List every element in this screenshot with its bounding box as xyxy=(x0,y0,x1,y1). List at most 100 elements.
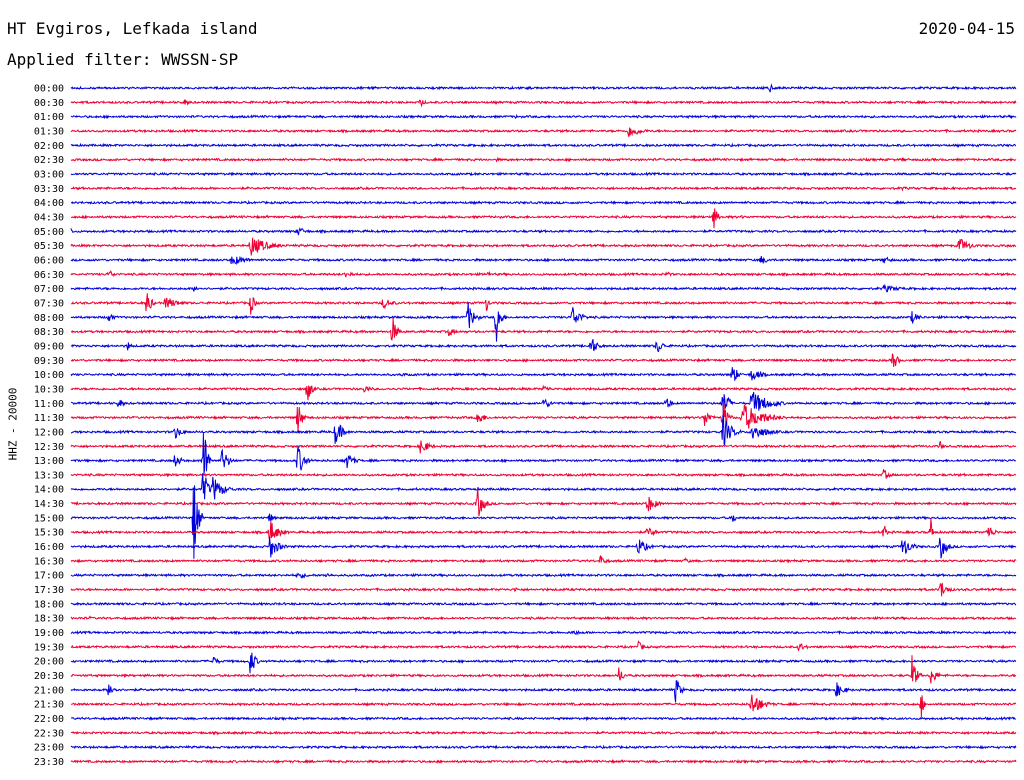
trace-0000 xyxy=(70,83,1017,93)
trace-0130 xyxy=(70,127,1017,137)
trace-1330 xyxy=(70,469,1017,479)
trace-1230 xyxy=(70,440,1017,454)
trace-0100 xyxy=(70,113,1017,120)
row-time-label: 15:00 xyxy=(34,513,64,524)
trace-2300 xyxy=(70,744,1017,750)
row-time-label: 14:00 xyxy=(34,485,64,496)
row-time-label: 07:30 xyxy=(34,298,64,309)
trace-1630 xyxy=(70,555,1017,564)
row-time-label: 22:30 xyxy=(34,728,64,739)
row-time-label: 00:00 xyxy=(34,84,64,95)
trace-0200 xyxy=(70,142,1017,148)
trace-0300 xyxy=(70,171,1017,177)
trace-0400 xyxy=(70,199,1017,206)
trace-0630 xyxy=(70,270,1017,278)
row-time-label: 20:30 xyxy=(34,671,64,682)
trace-1800 xyxy=(70,601,1017,607)
row-time-label: 23:00 xyxy=(34,743,64,754)
row-time-label: 15:30 xyxy=(34,528,64,539)
trace-1930 xyxy=(70,640,1017,651)
trace-1530 xyxy=(70,518,1017,541)
trace-0900 xyxy=(70,339,1017,353)
trace-2030 xyxy=(70,655,1017,684)
row-time-label: 23:30 xyxy=(34,757,64,768)
tick-label-group: 00:00 00:30 01:00 01:30 02:00 02:30 03:00 03:30… xyxy=(34,84,64,769)
row-time-label: 02:00 xyxy=(34,141,64,152)
trace-1000 xyxy=(70,367,1017,381)
row-time-label: 08:30 xyxy=(34,327,64,338)
trace-0600 xyxy=(70,255,1017,265)
trace-1200 xyxy=(70,414,1017,446)
row-time-label: 18:00 xyxy=(34,599,64,610)
row-time-label: 17:00 xyxy=(34,571,64,582)
row-time-label: 05:00 xyxy=(34,227,64,238)
row-time-label: 12:30 xyxy=(34,442,64,453)
row-time-label: 04:00 xyxy=(34,198,64,209)
row-time-label: 09:30 xyxy=(34,356,64,367)
trace-1300 xyxy=(70,433,1017,474)
trace-1900 xyxy=(70,629,1017,636)
row-time-label: 17:30 xyxy=(34,585,64,596)
row-time-label: 21:30 xyxy=(34,700,64,711)
filter-label: Applied filter: WWSSN-SP xyxy=(7,50,239,69)
trace-1730 xyxy=(70,582,1017,597)
row-time-label: 19:00 xyxy=(34,628,64,639)
trace-0230 xyxy=(70,156,1017,163)
record-date: 2020-04-15 xyxy=(918,19,1015,38)
trace-1400 xyxy=(70,473,1017,500)
row-time-label: 10:30 xyxy=(34,384,64,395)
row-time-label: 10:00 xyxy=(34,370,64,381)
row-time-label: 14:30 xyxy=(34,499,64,510)
row-time-label: 03:00 xyxy=(34,170,64,181)
row-time-label: 07:00 xyxy=(34,284,64,295)
row-time-label: 06:30 xyxy=(34,270,64,281)
trace-2330 xyxy=(70,758,1017,765)
row-time-label: 21:00 xyxy=(34,685,64,696)
station-title: HT Evgiros, Lefkada island xyxy=(7,19,258,38)
row-time-label: 01:30 xyxy=(34,127,64,138)
trace-group xyxy=(70,83,1017,765)
trace-2100 xyxy=(70,679,1017,703)
row-time-label: 11:00 xyxy=(34,399,64,410)
row-time-label: 13:30 xyxy=(34,470,64,481)
trace-0700 xyxy=(70,283,1017,293)
row-time-label: 18:30 xyxy=(34,614,64,625)
row-time-label: 02:30 xyxy=(34,155,64,166)
trace-0930 xyxy=(71,353,1017,368)
row-time-label: 20:00 xyxy=(34,657,64,668)
row-time-label: 01:00 xyxy=(34,112,64,123)
trace-0730 xyxy=(70,293,1017,315)
trace-0030 xyxy=(70,98,1017,108)
trace-1830 xyxy=(70,615,1017,621)
trace-0530 xyxy=(70,237,1017,256)
row-time-label: 05:30 xyxy=(34,241,64,252)
trace-1100 xyxy=(70,391,1017,425)
row-time-label: 06:00 xyxy=(34,256,64,267)
row-time-label: 16:00 xyxy=(34,542,64,553)
row-time-label: 12:00 xyxy=(34,427,64,438)
trace-0830 xyxy=(70,317,1017,341)
row-time-label: 11:30 xyxy=(34,413,64,424)
row-time-label: 00:30 xyxy=(34,98,64,109)
row-time-label: 08:00 xyxy=(34,313,64,324)
trace-0430 xyxy=(70,208,1017,229)
trace-1500 xyxy=(70,485,1017,559)
trace-0330 xyxy=(70,185,1017,192)
trace-1030 xyxy=(70,384,1017,401)
row-time-label: 09:00 xyxy=(34,341,64,352)
row-time-label: 19:30 xyxy=(34,642,64,653)
row-time-label: 04:30 xyxy=(34,213,64,224)
trace-2000 xyxy=(70,652,1017,674)
row-time-label: 16:30 xyxy=(34,556,64,567)
row-time-label: 22:00 xyxy=(34,714,64,725)
trace-1430 xyxy=(70,487,1017,517)
trace-0800 xyxy=(70,302,1017,342)
trace-2230 xyxy=(70,730,1017,736)
row-time-label: 03:30 xyxy=(34,184,64,195)
row-time-label: 13:00 xyxy=(34,456,64,467)
trace-0500 xyxy=(70,227,1017,236)
trace-2130 xyxy=(71,694,1017,718)
trace-2200 xyxy=(71,715,1017,722)
trace-1700 xyxy=(70,572,1017,579)
